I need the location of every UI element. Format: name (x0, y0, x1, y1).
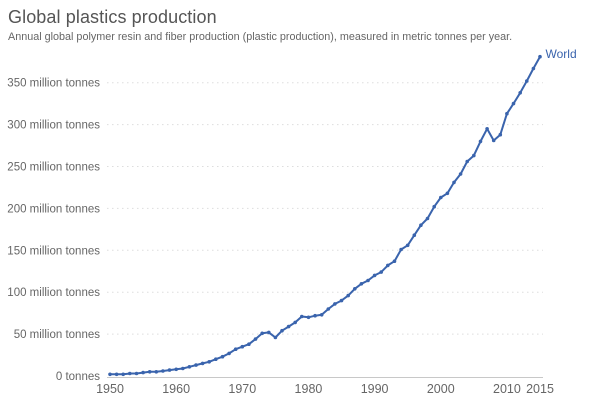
data-point[interactable] (108, 372, 112, 377)
data-point[interactable] (392, 259, 397, 264)
data-point[interactable] (538, 54, 542, 59)
data-point[interactable] (273, 335, 278, 340)
data-point[interactable] (505, 111, 509, 116)
data-point[interactable] (121, 372, 125, 377)
data-point[interactable] (518, 91, 522, 95)
data-point[interactable] (366, 278, 370, 283)
data-point[interactable] (313, 313, 317, 318)
data-point[interactable] (405, 243, 410, 248)
y-tick-label: 50 million tonnes (14, 329, 101, 341)
data-point[interactable] (359, 282, 364, 286)
x-tick-label: 2010 (493, 382, 521, 396)
data-point[interactable] (326, 307, 331, 311)
data-point[interactable] (319, 313, 324, 317)
series-entity-label[interactable]: World (546, 47, 577, 61)
data-point[interactable] (128, 371, 132, 376)
data-point[interactable] (194, 363, 198, 367)
data-point[interactable] (161, 369, 165, 373)
data-point[interactable] (306, 315, 311, 320)
data-point[interactable] (498, 132, 503, 137)
data-point[interactable] (478, 139, 483, 144)
data-point[interactable] (491, 138, 496, 143)
data-point[interactable] (452, 180, 456, 185)
data-point[interactable] (339, 298, 344, 303)
y-tick-label: 250 million tonnes (7, 162, 100, 174)
data-point[interactable] (346, 293, 351, 298)
y-tick-label: 150 million tonnes (7, 245, 100, 257)
data-point[interactable] (207, 360, 211, 364)
x-tick-label: 1990 (361, 382, 389, 396)
data-point[interactable] (379, 270, 384, 274)
data-point[interactable] (445, 191, 450, 196)
data-point[interactable] (240, 344, 245, 349)
data-point[interactable] (174, 367, 178, 372)
data-point[interactable] (233, 347, 238, 352)
data-point[interactable] (247, 342, 251, 347)
data-point[interactable] (511, 101, 516, 106)
data-point[interactable] (465, 159, 470, 164)
data-point[interactable] (458, 172, 463, 176)
data-point[interactable] (220, 354, 225, 359)
x-tick-label: 2000 (427, 382, 455, 396)
data-point[interactable] (181, 366, 185, 371)
data-point[interactable] (485, 127, 489, 131)
data-point[interactable] (399, 247, 403, 252)
y-tick-label: 300 million tonnes (7, 120, 100, 132)
data-point[interactable] (147, 370, 152, 374)
y-tick-label: 350 million tonnes (7, 78, 100, 90)
data-point[interactable] (134, 371, 139, 376)
data-point[interactable] (293, 320, 298, 325)
x-tick-label: 1950 (96, 382, 124, 396)
data-point[interactable] (525, 79, 529, 83)
y-tick-label: 0 tonnes (56, 371, 100, 383)
y-tick-label: 100 million tonnes (7, 287, 100, 299)
x-tick-label: 2015 (526, 382, 554, 396)
data-point[interactable] (141, 370, 145, 375)
data-point[interactable] (227, 351, 231, 356)
x-tick-label: 1970 (228, 382, 256, 396)
chart-title: Global plastics production (8, 7, 217, 27)
data-point[interactable] (333, 302, 337, 306)
data-point[interactable] (412, 233, 417, 237)
data-point[interactable] (260, 331, 265, 336)
y-tick-label: 200 million tonnes (7, 203, 100, 215)
data-point[interactable] (372, 273, 377, 278)
data-point[interactable] (419, 223, 423, 227)
x-tick-label: 1980 (295, 382, 323, 396)
chart-subtitle: Annual global polymer resin and fiber pr… (8, 31, 513, 43)
data-point[interactable] (187, 365, 192, 369)
data-point[interactable] (386, 263, 390, 268)
data-point[interactable] (286, 324, 291, 329)
data-point[interactable] (253, 337, 258, 341)
data-point[interactable] (167, 368, 172, 372)
data-point[interactable] (114, 372, 119, 377)
x-tick-label: 1960 (162, 382, 190, 396)
data-point[interactable] (214, 357, 218, 362)
data-point[interactable] (425, 216, 430, 221)
data-point[interactable] (531, 66, 536, 71)
data-point[interactable] (300, 314, 304, 319)
data-point[interactable] (280, 328, 284, 333)
data-point[interactable] (154, 370, 159, 374)
data-point[interactable] (472, 153, 476, 158)
data-point[interactable] (439, 195, 443, 200)
data-point[interactable] (432, 204, 437, 209)
data-point[interactable] (353, 287, 357, 291)
series-line[interactable] (109, 55, 541, 376)
data-point[interactable] (200, 361, 205, 366)
data-point[interactable] (267, 330, 271, 335)
